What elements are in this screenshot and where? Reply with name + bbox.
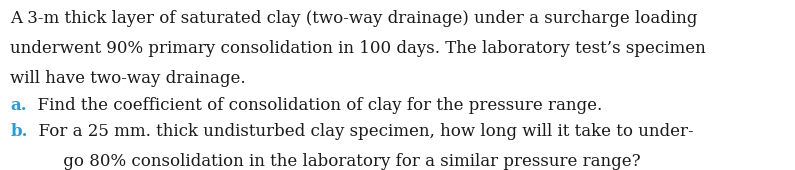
Text: b.: b. bbox=[10, 123, 28, 140]
Text: a.: a. bbox=[10, 97, 27, 114]
Text: will have two-way drainage.: will have two-way drainage. bbox=[10, 70, 246, 87]
Text: Find the coefficient of consolidation of clay for the pressure range.: Find the coefficient of consolidation of… bbox=[27, 97, 602, 114]
Text: underwent 90% primary consolidation in 100 days. The laboratory test’s specimen: underwent 90% primary consolidation in 1… bbox=[10, 40, 706, 57]
Text: A 3-m thick layer of saturated clay (two-way drainage) under a surcharge loading: A 3-m thick layer of saturated clay (two… bbox=[10, 10, 698, 27]
Text: For a 25 mm. thick undisturbed clay specimen, how long will it take to under-: For a 25 mm. thick undisturbed clay spec… bbox=[28, 123, 693, 140]
Text: go 80% consolidation in the laboratory for a similar pressure range?: go 80% consolidation in the laboratory f… bbox=[37, 153, 641, 170]
